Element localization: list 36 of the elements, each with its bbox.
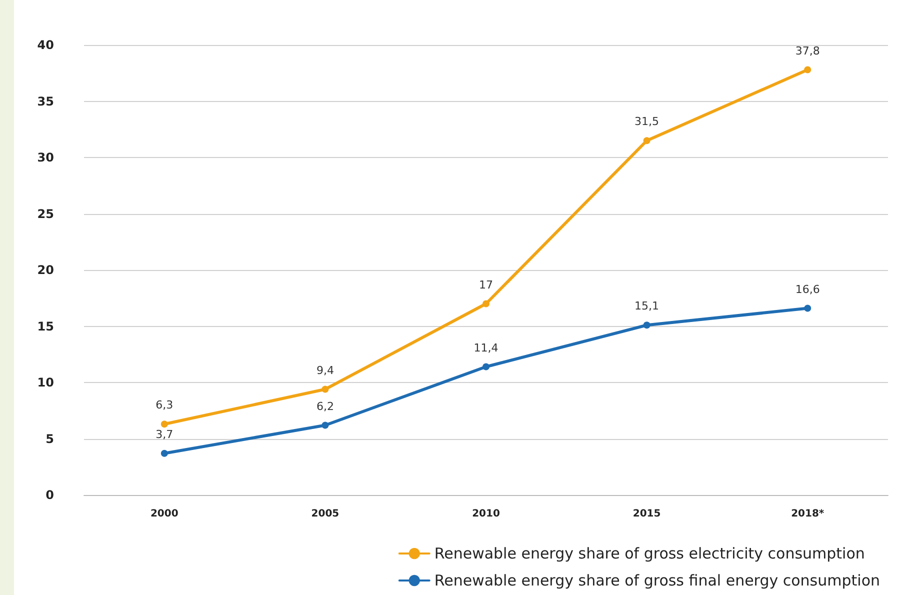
y-tick-label: 35 <box>37 94 54 108</box>
data-label: 6,2 <box>316 400 334 413</box>
point <box>482 300 490 308</box>
x-tick-label: 2005 <box>311 508 340 520</box>
legend-label: Renewable energy share of gross final energy consumption <box>434 572 880 590</box>
data-label: 3,7 <box>156 428 174 441</box>
point <box>804 66 812 74</box>
x-tick-label: 2015 <box>632 508 661 520</box>
data-label: 31,5 <box>634 115 660 128</box>
data-label: 11,4 <box>474 341 498 354</box>
point <box>482 363 490 370</box>
x-tick-label: 2018* <box>791 508 825 520</box>
point <box>160 420 168 428</box>
point <box>322 386 329 393</box>
data-label: 6,3 <box>156 398 174 412</box>
data-label: 9,4 <box>316 364 334 377</box>
y-tick-label: 25 <box>37 206 54 221</box>
point <box>643 137 650 144</box>
x-tick-label: 2000 <box>150 508 178 520</box>
point <box>160 450 168 457</box>
data-label: 17 <box>479 278 493 292</box>
point <box>804 304 812 312</box>
y-tick-label: 0 <box>46 488 54 502</box>
y-tick-label: 20 <box>37 263 54 277</box>
point <box>322 422 329 429</box>
legend-label: Renewable energy share of gross electricity consumption <box>434 544 865 562</box>
data-label: 37,8 <box>795 44 820 58</box>
y-tick-label: 5 <box>46 432 54 446</box>
x-tick-label: 2010 <box>472 508 500 520</box>
y-tick-label: 15 <box>37 319 54 334</box>
data-label: 15,1 <box>634 300 660 313</box>
data-label: 16,6 <box>795 282 820 296</box>
y-tick-label: 10 <box>37 376 54 390</box>
y-tick-label: 40 <box>37 38 54 52</box>
point <box>643 322 650 329</box>
y-tick-label: 30 <box>37 150 54 164</box>
